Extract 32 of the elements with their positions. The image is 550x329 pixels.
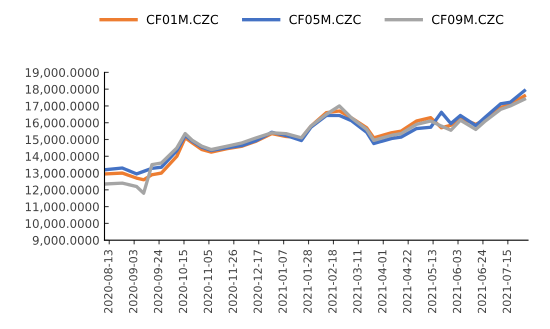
x-tick-label: 2020-11-26 [228,250,238,313]
x-tick-label: 2020-08-13 [104,250,112,313]
y-tick-label: 12,000.0000 [26,186,99,196]
x-tick-label: 2021-03-11 [353,250,362,313]
x-tick-label: 2021-04-01 [378,250,386,313]
x-tick-label: 2021-05-13 [428,250,436,313]
x-tick-label: 2020-09-03 [128,250,138,313]
x-tick-label: 2021-01-28 [303,250,312,313]
x-tick-label: 2021-01-07 [278,250,287,313]
y-tick-label: 19,000.0000 [26,68,99,78]
x-tick-label: 2020-09-24 [154,250,162,313]
y-tick-label: 17,000.0000 [26,102,99,112]
legend-label: CF09M.CZC [432,14,504,24]
x-tick-label: 2020-12-17 [254,250,262,313]
y-tick-label: 15,000.0000 [26,135,99,146]
y-tick-label: 11,000.0000 [26,202,99,212]
x-tick-label: 2021-06-24 [478,250,486,313]
y-tick-label: 9,000.0000 [32,236,99,246]
y-tick-label: 14,000.0000 [26,152,99,162]
x-tick-label: 2021-06-03 [452,250,462,313]
x-tick-label: 2020-10-15 [178,250,188,313]
y-tick-label: 18,000.0000 [26,84,99,96]
legend-label: CF01M.CZC [146,14,218,24]
y-tick-label: 13,000.0000 [26,168,99,179]
x-tick-label: 2021-02-18 [328,250,337,313]
x-tick-label: 2020-11-05 [204,250,212,313]
y-tick-label: 16,000.0000 [26,118,99,129]
x-tick-label: 2021-04-22 [403,250,412,313]
x-tick-label: 2021-07-15 [502,250,512,313]
y-tick-label: 10,000.0000 [26,219,99,230]
legend-label: CF05M.CZC [289,14,361,24]
line-series [104,98,526,195]
